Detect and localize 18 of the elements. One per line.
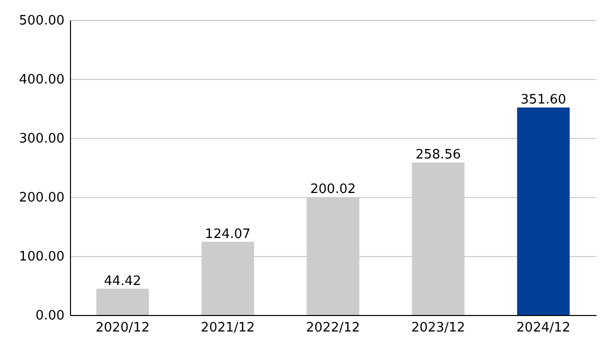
data-label: 200.02 <box>310 182 356 197</box>
data-label: 258.56 <box>415 147 461 162</box>
bar <box>517 108 570 315</box>
data-label: 351.60 <box>520 92 566 108</box>
y-tick-label: 200.00 <box>19 190 64 206</box>
x-tick-label: 2021/12 <box>200 320 255 336</box>
bar <box>96 288 149 315</box>
y-tick-label: 300.00 <box>19 132 64 146</box>
x-tick-label: 2023/12 <box>411 320 466 336</box>
y-tick-label: 100.00 <box>19 250 64 264</box>
x-tick-label: 2020/12 <box>96 320 150 336</box>
y-tick-label: 500.00 <box>19 14 64 28</box>
y-tick-label: 400.00 <box>19 72 64 88</box>
data-label: 124.07 <box>205 226 251 242</box>
y-tick-label: 0.00 <box>36 308 64 324</box>
data-label: 44.42 <box>104 274 142 289</box>
x-tick-label: 2022/12 <box>306 320 360 336</box>
x-tick-label: 2024/12 <box>516 320 570 336</box>
